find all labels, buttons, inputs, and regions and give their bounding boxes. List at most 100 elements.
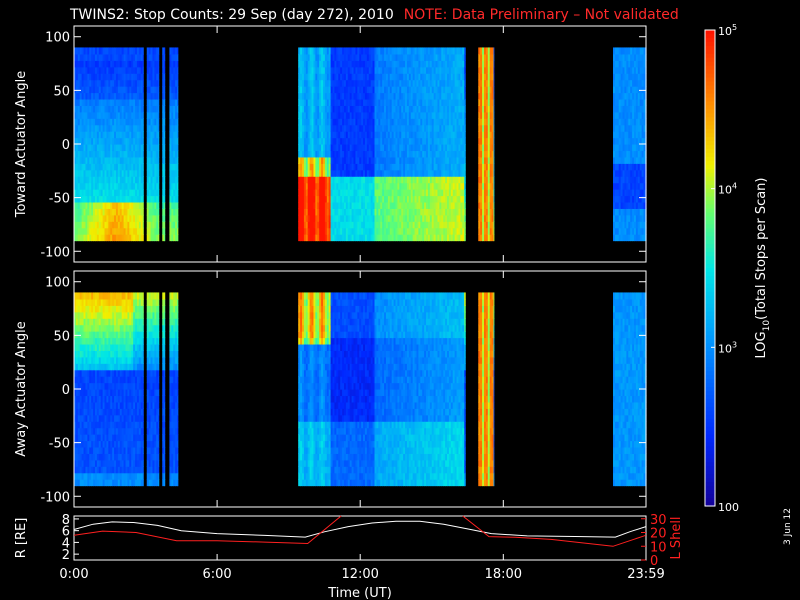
heatmap-cell [121,86,125,94]
heatmap-cell [620,79,624,87]
heatmap-cell [158,79,160,87]
heatmap-cell [460,47,463,55]
heatmap-cell [98,47,102,55]
heatmap-cell [378,176,381,184]
heatmap-cell [628,221,631,229]
heatmap-cell [483,66,487,74]
heatmap-cell [420,176,423,184]
heatmap-cell [429,47,433,55]
heatmap-cell [483,137,487,145]
heatmap-cell [302,182,305,190]
heatmap-cell [343,150,347,158]
heatmap-cell [300,201,303,209]
heatmap-cell [395,189,399,197]
heatmap-cell [403,73,406,81]
heatmap-cell [74,176,77,184]
heatmap-cell [77,79,81,87]
heatmap-cell [372,201,376,209]
heatmap-cell [131,137,134,145]
heatmap-cell [357,163,360,171]
heatmap-cell [302,214,305,222]
heatmap-cell [311,98,315,106]
heatmap-cell [456,79,460,87]
heatmap-cell [334,118,337,126]
heatmap-cell [378,98,381,106]
heatmap-cell [93,60,96,68]
heatmap-cell [154,60,157,68]
heatmap-cell [102,150,106,158]
heatmap-cell [387,124,391,132]
heatmap-cell [622,176,626,184]
heatmap-cell [89,169,92,177]
heatmap-cell [175,92,178,100]
heatmap-cell [456,73,460,81]
heatmap-cell [368,227,372,235]
heatmap-cell [635,118,639,126]
heatmap-cell [104,47,108,55]
heatmap-cell [366,60,370,68]
heatmap-cell [156,60,159,68]
heatmap-cell [140,169,144,177]
heatmap-cell [622,208,626,216]
heatmap-cell [305,221,309,229]
heatmap-cell [634,201,637,209]
heatmap-cell [441,111,444,119]
heatmap-cell [437,79,440,87]
heatmap-cell [115,214,119,222]
heatmap-cell [632,169,635,177]
heatmap-cell [410,86,414,94]
heatmap-cell [405,98,408,106]
heatmap-cell [437,98,440,106]
heatmap-cell [309,137,313,145]
heatmap-cell [307,189,311,197]
heatmap-cell [77,156,81,164]
heatmap-cell [431,182,435,190]
heatmap-cell [378,118,381,126]
heatmap-cell [427,144,431,152]
heatmap-cell [439,234,442,242]
heatmap-cell [380,131,383,139]
heatmap-cell [389,137,393,145]
heatmap-cell [422,73,425,81]
heatmap-cell [91,73,94,81]
heatmap-cell [493,105,495,113]
heatmap-cell [323,53,326,61]
heatmap-cell [370,144,374,152]
heatmap-cell [351,227,355,235]
heatmap-cell [613,79,616,87]
heatmap-cell [323,105,326,113]
heatmap-cell [387,169,391,177]
heatmap-cell [313,156,316,164]
heatmap-cell [493,234,495,242]
heatmap-cell [305,118,309,126]
heatmap-cell [385,131,389,139]
heatmap-cell [385,73,389,81]
heatmap-cell [171,98,174,106]
heatmap-cell [363,234,366,242]
heatmap-cell [100,131,104,139]
heatmap-cell [323,124,326,132]
heatmap-cell [85,214,88,222]
heatmap-cell [326,201,330,209]
heatmap-cell [125,150,129,158]
heatmap-cell [478,137,481,145]
heatmap-cell [462,73,465,81]
heatmap-cell [439,227,442,235]
heatmap-cell [414,60,418,68]
heatmap-cell [317,60,320,68]
heatmap-cell [100,73,104,81]
heatmap-cell [87,79,90,87]
heatmap-cell [384,189,387,197]
heatmap-cell [491,163,495,171]
heatmap-cell [410,73,414,81]
heatmap-cell [464,105,466,113]
heatmap-cell [443,47,446,55]
heatmap-cell [391,73,395,81]
heatmap-cell [96,79,100,87]
heatmap-cell [424,195,427,203]
heatmap-cell [374,214,378,222]
heatmap-cell [81,118,85,126]
heatmap-cell [332,156,336,164]
heatmap-cell [385,98,389,106]
heatmap-cell [420,189,423,197]
